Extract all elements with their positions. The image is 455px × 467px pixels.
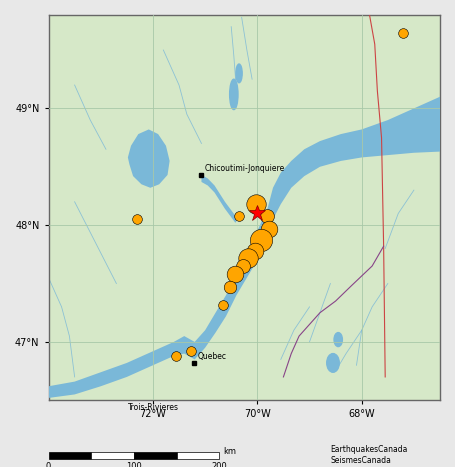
Ellipse shape xyxy=(334,333,343,347)
Bar xyxy=(91,452,134,460)
Ellipse shape xyxy=(327,354,339,372)
Text: Chicoutimi-Jonquiere: Chicoutimi-Jonquiere xyxy=(205,163,285,173)
Text: 0: 0 xyxy=(46,462,51,467)
Polygon shape xyxy=(128,129,170,188)
Text: 200: 200 xyxy=(212,462,227,467)
Bar xyxy=(177,452,219,460)
Bar xyxy=(134,452,177,460)
Text: km: km xyxy=(223,447,236,456)
Polygon shape xyxy=(49,97,440,398)
Ellipse shape xyxy=(230,79,238,110)
Text: Quebec: Quebec xyxy=(198,352,227,361)
Ellipse shape xyxy=(236,64,242,83)
Polygon shape xyxy=(202,175,238,223)
Text: EarthquakesCanada
SeismesCanada: EarthquakesCanada SeismesCanada xyxy=(330,445,408,465)
Text: 100: 100 xyxy=(126,462,142,467)
Text: Trois-Rivieres: Trois-Rivieres xyxy=(128,403,179,412)
Bar xyxy=(49,452,91,460)
